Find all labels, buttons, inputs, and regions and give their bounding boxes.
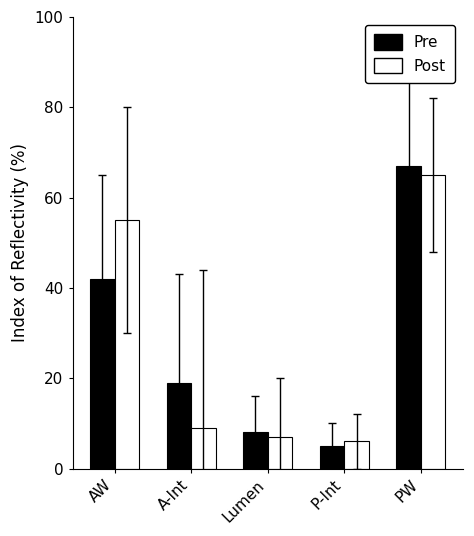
Bar xyxy=(243,433,268,468)
Bar xyxy=(191,428,216,468)
Bar xyxy=(344,442,369,468)
Legend: Pre, Post: Pre, Post xyxy=(365,25,455,83)
Y-axis label: Index of Reflectivity (%): Index of Reflectivity (%) xyxy=(11,143,29,343)
Bar xyxy=(396,166,421,468)
Bar xyxy=(167,383,191,468)
Bar xyxy=(90,279,115,468)
Bar xyxy=(421,175,445,468)
Bar xyxy=(268,437,292,468)
Bar xyxy=(115,220,139,468)
Bar xyxy=(320,446,344,468)
